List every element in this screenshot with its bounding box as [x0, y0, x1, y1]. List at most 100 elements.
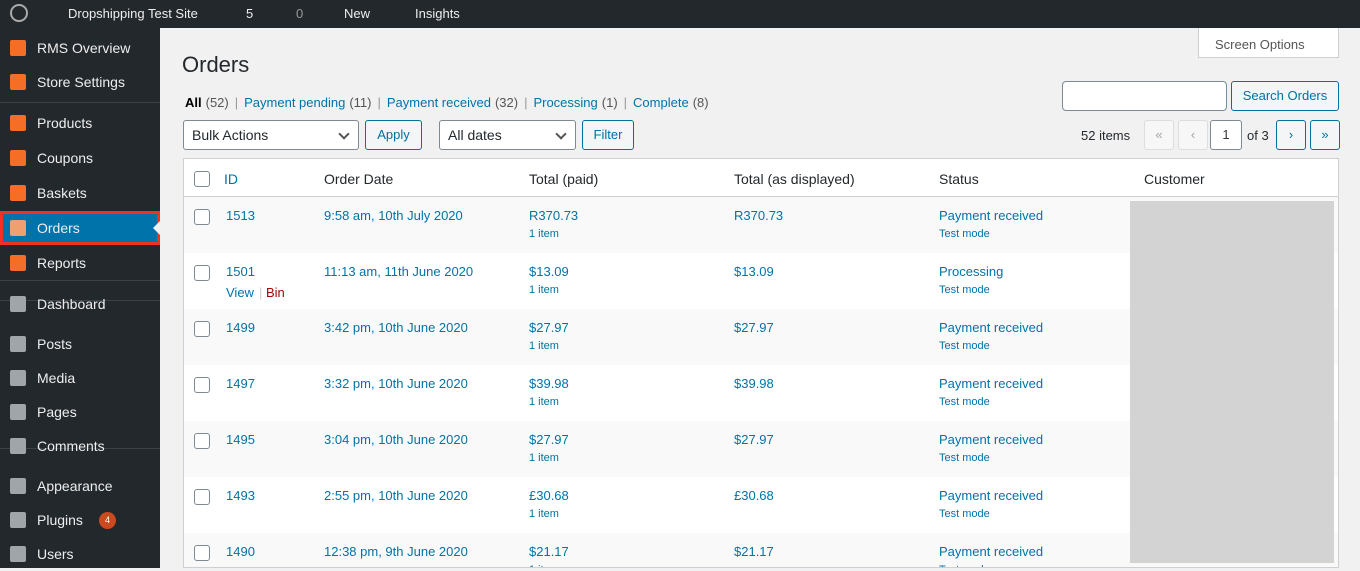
order-id[interactable]: 1501: [226, 264, 255, 279]
filter-link[interactable]: Complete: [633, 95, 689, 110]
menu-item[interactable]: Media: [0, 361, 160, 395]
column-header: Status: [939, 171, 979, 187]
menu-separator: [0, 300, 160, 301]
column-header: Order Date: [324, 171, 394, 187]
menu-icon: [10, 478, 26, 494]
wp-logo[interactable]: [10, 4, 28, 22]
bulk-actions[interactable]: Bulk Actions: [183, 120, 359, 150]
menu-icon: [10, 74, 26, 90]
page-title: Orders: [182, 52, 250, 77]
menu-separator: [0, 102, 160, 103]
admin-bar: Dropshipping Test Site 5 0 New Insights: [0, 0, 1360, 28]
total-displayed: $13.09: [734, 264, 774, 279]
row-action[interactable]: Bin: [266, 285, 285, 300]
screen-options[interactable]: Screen Options: [1198, 28, 1339, 58]
row-checkbox[interactable]: [194, 265, 210, 281]
header-checkbox[interactable]: [194, 171, 210, 187]
current-page[interactable]: 1: [1210, 120, 1242, 150]
filter-count: (52): [205, 95, 229, 110]
admin-menu: RMS Overview Store Settings Products Coupon…: [0, 28, 160, 568]
row-checkbox[interactable]: [194, 209, 210, 225]
menu-item[interactable]: Reports: [0, 246, 160, 280]
filter-link[interactable]: Payment received: [386, 95, 491, 110]
next-page[interactable]: ›: [1276, 120, 1306, 150]
date-filter[interactable]: All dates: [439, 120, 576, 150]
menu-badge: 4: [99, 512, 116, 529]
row-checkbox[interactable]: [194, 545, 210, 561]
filter-count: (32): [494, 95, 519, 110]
menu-label: Dashboard: [37, 296, 106, 312]
comments[interactable]: 0: [296, 6, 304, 21]
order-id[interactable]: 1490: [226, 544, 255, 559]
insights[interactable]: Insights: [415, 6, 460, 21]
filter-link[interactable]: Processing: [533, 95, 598, 110]
header-separator: [184, 196, 1338, 197]
row-checkbox[interactable]: [194, 433, 210, 449]
menu-item[interactable]: Pages: [0, 395, 160, 429]
order-status: Payment received: [939, 488, 1044, 503]
search-input[interactable]: [1062, 81, 1227, 111]
menu-item[interactable]: Baskets: [0, 176, 160, 210]
menu-item[interactable]: Products: [0, 106, 160, 140]
order-date[interactable]: 2:55 pm, 10th June 2020: [324, 488, 468, 503]
menu-item[interactable]: Dashboard: [0, 287, 160, 321]
menu-icon: [10, 438, 26, 454]
filter-link[interactable]: All: [185, 95, 202, 110]
order-mode: Test mode: [939, 452, 990, 464]
order-date[interactable]: 3:04 pm, 10th June 2020: [324, 432, 468, 447]
first-page: «: [1144, 120, 1174, 150]
menu-item[interactable]: Users: [0, 537, 160, 571]
column-header[interactable]: ID: [224, 171, 238, 187]
menu-icon: [10, 255, 26, 271]
total-displayed: $39.98: [734, 376, 774, 391]
item-count: 1 item: [529, 508, 559, 520]
order-date[interactable]: 12:38 pm, 9th June 2020: [324, 544, 468, 559]
menu-item[interactable]: Store Settings: [0, 65, 160, 99]
order-id[interactable]: 1499: [226, 320, 255, 335]
menu-item[interactable]: Comments: [0, 429, 160, 463]
menu-icon: [10, 115, 26, 131]
site-name[interactable]: Dropshipping Test Site: [68, 6, 198, 21]
menu-item[interactable]: Coupons: [0, 141, 160, 175]
order-date[interactable]: 3:32 pm, 10th June 2020: [324, 376, 468, 391]
menu-icon: [10, 40, 26, 56]
order-date[interactable]: 9:58 am, 10th July 2020: [324, 208, 463, 223]
order-id[interactable]: 1495: [226, 432, 255, 447]
order-id[interactable]: 1497: [226, 376, 255, 391]
menu-label: Appearance: [37, 478, 113, 494]
search-button[interactable]: Search Orders: [1231, 81, 1339, 111]
updates[interactable]: 5: [246, 6, 254, 21]
order-status: Processing: [939, 264, 1004, 279]
menu-icon: [10, 296, 26, 312]
order-status: Payment received: [939, 376, 1044, 391]
menu-item[interactable]: Appearance: [0, 469, 160, 503]
last-page[interactable]: »: [1310, 120, 1340, 150]
order-id[interactable]: 1493: [226, 488, 255, 503]
current-arrow: [146, 221, 160, 235]
filter-button[interactable]: Filter: [582, 120, 634, 150]
menu-item[interactable]: Posts: [0, 327, 160, 361]
filter-separator: |: [377, 95, 381, 110]
order-status: Payment received: [939, 432, 1044, 447]
order-id[interactable]: 1513: [226, 208, 255, 223]
order-date[interactable]: 11:13 am, 11th June 2020: [324, 264, 474, 279]
status-filters: All (52) | Payment pending (11) | Payment rece…: [185, 95, 709, 110]
menu-item[interactable]: RMS Overview: [0, 31, 160, 65]
item-count: 1 item: [529, 564, 559, 567]
total-displayed: $21.17: [734, 544, 774, 559]
row-checkbox[interactable]: [194, 321, 210, 337]
menu-item[interactable]: Orders: [0, 211, 160, 245]
filter-link[interactable]: Payment pending: [244, 95, 346, 110]
menu-label: Products: [37, 115, 93, 131]
row-checkbox[interactable]: [194, 377, 210, 393]
row-checkbox[interactable]: [194, 489, 210, 505]
new[interactable]: New: [344, 6, 371, 21]
order-date[interactable]: 3:42 pm, 10th June 2020: [324, 320, 468, 335]
action-separator: |: [259, 285, 263, 300]
total-paid: R370.73: [529, 208, 579, 223]
apply-button[interactable]: Apply: [365, 120, 422, 150]
column-header: Customer: [1144, 171, 1205, 187]
menu-item[interactable]: Plugins 4: [0, 503, 160, 537]
row-action[interactable]: View: [226, 285, 254, 300]
